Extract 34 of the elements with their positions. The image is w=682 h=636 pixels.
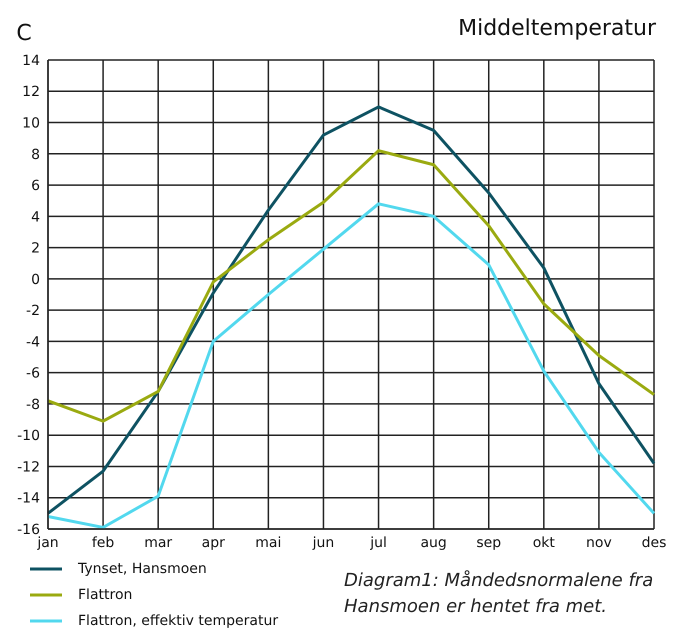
legend-label: Flattron, effektiv temperatur	[78, 612, 278, 631]
y-tick-label: -6	[26, 366, 40, 382]
text: Diagram1: Måndedsnormalene fra Hansmoen er hentet fra met.	[344, 569, 654, 619]
line-series	[46, 149, 656, 423]
y-tick-label: 8	[31, 146, 40, 163]
y-axis-title: C	[16, 21, 32, 46]
y-tick-label: 10	[22, 116, 40, 132]
x-tick-label: des	[642, 534, 666, 551]
y-tick-label: 12	[22, 84, 40, 100]
x-tick-label: mar	[144, 534, 172, 551]
y-tick-label: -4	[26, 334, 40, 350]
x-tick-label: okt	[532, 534, 556, 551]
line-series	[46, 105, 656, 515]
y-tick-label: 14	[22, 52, 40, 69]
legend-label: Tynset, Hansmoen	[78, 560, 207, 579]
x-tick-label: sep	[476, 534, 502, 551]
y-tick-label: 4	[31, 209, 40, 226]
y-tick-label: -14	[17, 490, 40, 507]
x-tick-label: jun	[312, 534, 334, 551]
x-tick-label: aug	[420, 534, 447, 551]
y-tick-label: -2	[26, 303, 40, 320]
y-tick-label: 2	[31, 240, 40, 257]
y-tick-label: -12	[17, 459, 40, 476]
x-tick-label: nov	[586, 534, 612, 551]
x-tick-label: mai	[255, 534, 282, 551]
y-tick-label: 0	[31, 272, 40, 288]
x-tick-label: jul	[369, 534, 387, 551]
legend-label: Flattron	[78, 586, 132, 605]
x-tick-label: apr	[202, 534, 226, 551]
y-tick-label: 6	[31, 178, 40, 194]
chart-title: Middeltemperatur	[458, 16, 656, 41]
x-tick-label: feb	[92, 534, 114, 551]
y-tick-label: -8	[26, 396, 40, 413]
y-tick-label: -10	[17, 428, 40, 444]
